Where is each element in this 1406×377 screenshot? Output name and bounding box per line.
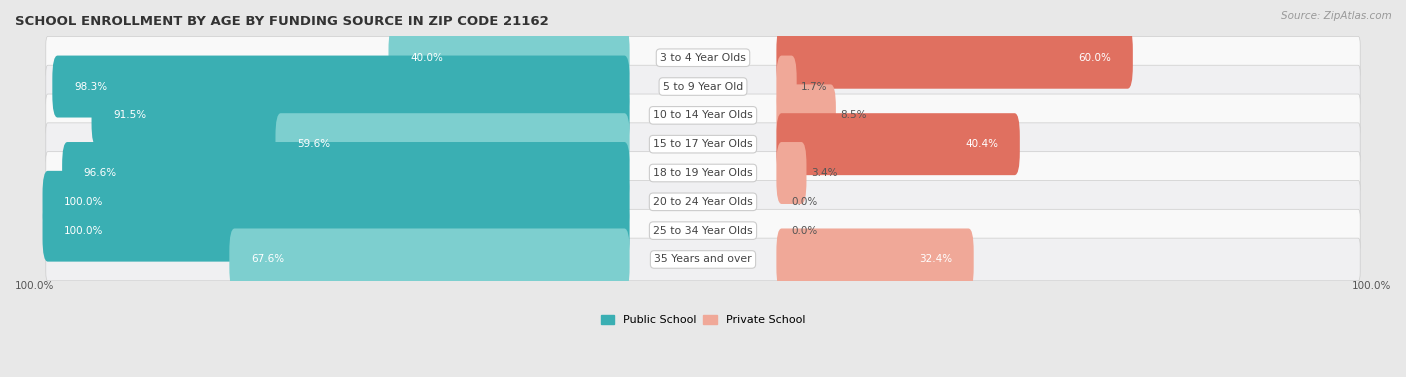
Text: 20 to 24 Year Olds: 20 to 24 Year Olds bbox=[654, 197, 752, 207]
FancyBboxPatch shape bbox=[776, 55, 797, 118]
Text: 35 Years and over: 35 Years and over bbox=[654, 254, 752, 264]
FancyBboxPatch shape bbox=[91, 84, 630, 146]
Text: 15 to 17 Year Olds: 15 to 17 Year Olds bbox=[654, 139, 752, 149]
Text: 100.0%: 100.0% bbox=[65, 197, 104, 207]
FancyBboxPatch shape bbox=[42, 171, 630, 233]
FancyBboxPatch shape bbox=[776, 84, 837, 146]
FancyBboxPatch shape bbox=[46, 181, 1360, 223]
Text: 10 to 14 Year Olds: 10 to 14 Year Olds bbox=[654, 110, 752, 120]
Text: 1.7%: 1.7% bbox=[801, 81, 828, 92]
Text: 59.6%: 59.6% bbox=[297, 139, 330, 149]
FancyBboxPatch shape bbox=[776, 113, 1019, 175]
Text: Source: ZipAtlas.com: Source: ZipAtlas.com bbox=[1281, 11, 1392, 21]
Text: 25 to 34 Year Olds: 25 to 34 Year Olds bbox=[654, 226, 752, 236]
Text: 40.4%: 40.4% bbox=[965, 139, 998, 149]
Text: 5 to 9 Year Old: 5 to 9 Year Old bbox=[662, 81, 744, 92]
FancyBboxPatch shape bbox=[276, 113, 630, 175]
FancyBboxPatch shape bbox=[46, 94, 1360, 137]
FancyBboxPatch shape bbox=[46, 238, 1360, 281]
Text: SCHOOL ENROLLMENT BY AGE BY FUNDING SOURCE IN ZIP CODE 21162: SCHOOL ENROLLMENT BY AGE BY FUNDING SOUR… bbox=[15, 15, 548, 28]
FancyBboxPatch shape bbox=[388, 27, 630, 89]
Text: 96.6%: 96.6% bbox=[84, 168, 117, 178]
FancyBboxPatch shape bbox=[776, 27, 1133, 89]
Text: 0.0%: 0.0% bbox=[792, 197, 818, 207]
FancyBboxPatch shape bbox=[46, 209, 1360, 252]
Text: 98.3%: 98.3% bbox=[75, 81, 107, 92]
FancyBboxPatch shape bbox=[46, 37, 1360, 79]
Text: 100.0%: 100.0% bbox=[15, 281, 55, 291]
Text: 100.0%: 100.0% bbox=[65, 226, 104, 236]
Text: 32.4%: 32.4% bbox=[920, 254, 952, 264]
FancyBboxPatch shape bbox=[52, 55, 630, 118]
Text: 3 to 4 Year Olds: 3 to 4 Year Olds bbox=[659, 53, 747, 63]
FancyBboxPatch shape bbox=[46, 65, 1360, 108]
FancyBboxPatch shape bbox=[776, 142, 807, 204]
Text: 60.0%: 60.0% bbox=[1078, 53, 1111, 63]
Text: 100.0%: 100.0% bbox=[1351, 281, 1391, 291]
FancyBboxPatch shape bbox=[42, 200, 630, 262]
Text: 67.6%: 67.6% bbox=[250, 254, 284, 264]
FancyBboxPatch shape bbox=[229, 228, 630, 290]
FancyBboxPatch shape bbox=[776, 228, 974, 290]
Text: 8.5%: 8.5% bbox=[841, 110, 868, 120]
Text: 91.5%: 91.5% bbox=[112, 110, 146, 120]
Text: 18 to 19 Year Olds: 18 to 19 Year Olds bbox=[654, 168, 752, 178]
Legend: Public School, Private School: Public School, Private School bbox=[596, 310, 810, 329]
FancyBboxPatch shape bbox=[46, 152, 1360, 194]
Text: 0.0%: 0.0% bbox=[792, 226, 818, 236]
Text: 3.4%: 3.4% bbox=[811, 168, 838, 178]
FancyBboxPatch shape bbox=[46, 123, 1360, 166]
FancyBboxPatch shape bbox=[62, 142, 630, 204]
Text: 40.0%: 40.0% bbox=[411, 53, 443, 63]
